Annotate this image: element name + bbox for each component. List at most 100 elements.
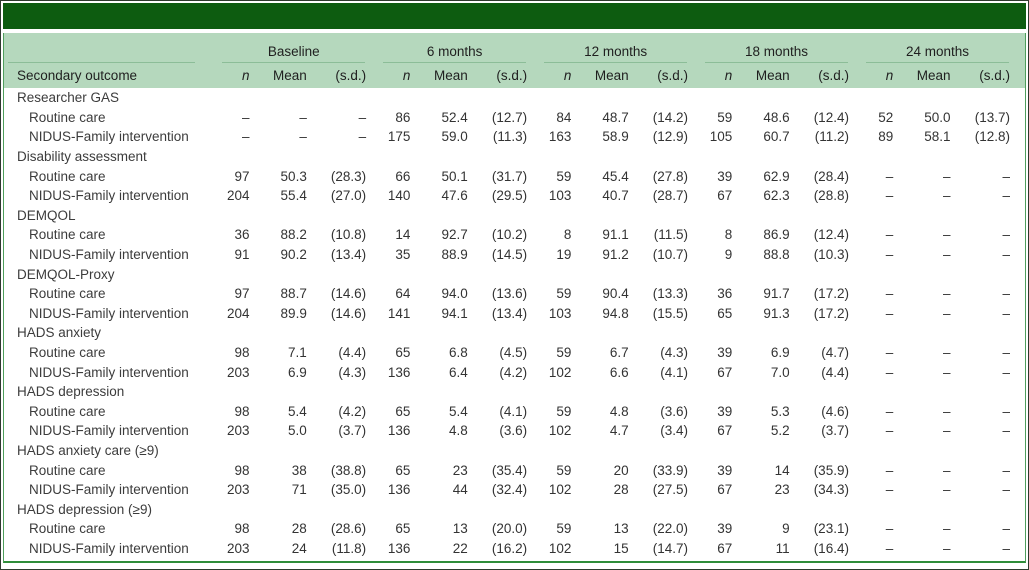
value-cell: – bbox=[943, 305, 951, 321]
value-cell: (33.9) bbox=[652, 462, 689, 478]
value-cell: (27.5) bbox=[652, 482, 689, 498]
table-row: NIDUS-Family intervention 203 71 (35.0) 136 4… bbox=[4, 480, 1025, 500]
column-group-18-months: 18 months bbox=[703, 33, 864, 63]
column-group-label: 12 months bbox=[544, 44, 688, 63]
value-cell: 203 bbox=[226, 364, 250, 380]
row-label: NIDUS-Family intervention bbox=[29, 423, 189, 439]
value-cell: 8 bbox=[724, 227, 733, 243]
value-cell: 47.6 bbox=[441, 188, 468, 204]
value-cell: 65 bbox=[395, 462, 411, 478]
row-label: NIDUS-Family intervention bbox=[29, 364, 189, 380]
section-row-researcher-gas: Researcher GAS bbox=[4, 88, 1025, 108]
value-cell: (13.7) bbox=[974, 109, 1010, 125]
value-cell: 136 bbox=[387, 423, 411, 439]
value-cell: (28.3) bbox=[330, 168, 367, 184]
value-cell: – bbox=[1002, 364, 1010, 380]
value-cell: 5.2 bbox=[770, 423, 790, 439]
value-cell: – bbox=[241, 109, 250, 125]
table-row: Routine care 98 7.1 (4.4) 65 6.8 (4.5) 59 6.7 (4.… bbox=[4, 343, 1025, 363]
row-label: Routine care bbox=[29, 403, 106, 419]
value-cell: (16.4) bbox=[813, 540, 849, 556]
value-cell: 58.1 bbox=[924, 129, 951, 145]
value-cell: 98 bbox=[234, 403, 250, 419]
value-cell: 59 bbox=[556, 345, 572, 361]
column-header-row: Secondary outcome n Mean (s.d.) n Mean (s.d.)… bbox=[4, 63, 1025, 88]
value-cell: – bbox=[358, 129, 367, 145]
value-cell: (13.4) bbox=[491, 305, 528, 321]
value-cell: 48.7 bbox=[602, 109, 629, 125]
value-cell: 136 bbox=[387, 364, 411, 380]
value-cell: 59 bbox=[556, 462, 572, 478]
6-months-n-header: n bbox=[381, 63, 426, 88]
row-label: Routine care bbox=[29, 521, 106, 537]
table-row: NIDUS-Family intervention 203 24 (11.8) 136 2… bbox=[4, 539, 1025, 559]
value-cell: (14.2) bbox=[652, 109, 689, 125]
value-cell: 28 bbox=[613, 482, 629, 498]
value-cell: – bbox=[943, 286, 951, 302]
value-cell: 97 bbox=[234, 168, 250, 184]
table-row: Routine care 98 28 (28.6) 65 13 (20.0) 59 13 (22.… bbox=[4, 519, 1025, 539]
value-cell: 36 bbox=[717, 286, 733, 302]
value-cell: 88.2 bbox=[280, 227, 307, 243]
value-cell: 88.9 bbox=[441, 247, 468, 263]
value-cell: 204 bbox=[226, 305, 250, 321]
18-months-mean-header: Mean bbox=[747, 63, 805, 88]
table-row: NIDUS-Family intervention 204 55.4 (27.0) 14… bbox=[4, 186, 1025, 206]
12-months-mean-header: Mean bbox=[586, 63, 644, 88]
value-cell: 67 bbox=[717, 423, 733, 439]
value-cell: 38 bbox=[291, 462, 307, 478]
18-months-n-header: n bbox=[703, 63, 748, 88]
value-cell: (28.8) bbox=[813, 188, 849, 204]
section-row-disability-assessment: Disability assessment bbox=[4, 147, 1025, 167]
value-cell: (23.1) bbox=[813, 521, 849, 537]
row-label: NIDUS-Family intervention bbox=[29, 247, 189, 263]
value-cell: 19 bbox=[556, 247, 572, 263]
column-group-label: 6 months bbox=[383, 44, 527, 63]
secondary-outcomes-table: Baseline 6 months 12 months 18 months 24 mon… bbox=[4, 33, 1025, 558]
value-cell: – bbox=[885, 188, 894, 204]
table-row: Routine care 97 50.3 (28.3) 66 50.1 (31.7) 59 45… bbox=[4, 166, 1025, 186]
value-cell: – bbox=[885, 423, 894, 439]
table-row: Routine care 98 5.4 (4.2) 65 5.4 (4.1) 59 4.8 (3.… bbox=[4, 402, 1025, 422]
value-cell: 92.7 bbox=[441, 227, 468, 243]
value-cell: – bbox=[943, 227, 951, 243]
value-cell: 62.3 bbox=[763, 188, 790, 204]
value-cell: – bbox=[1002, 521, 1010, 537]
value-cell: 94.1 bbox=[441, 305, 468, 321]
column-group-label: 24 months bbox=[865, 44, 1009, 63]
value-cell: 203 bbox=[226, 540, 250, 556]
value-cell: (12.7) bbox=[491, 109, 528, 125]
section-row-demqol-proxy: DEMQOL-Proxy bbox=[4, 264, 1025, 284]
value-cell: 39 bbox=[717, 403, 733, 419]
value-cell: – bbox=[943, 345, 951, 361]
value-cell: 6.9 bbox=[770, 345, 790, 361]
value-cell: 5.4 bbox=[288, 403, 307, 419]
value-cell: – bbox=[943, 423, 951, 439]
value-cell: (10.2) bbox=[491, 227, 528, 243]
timepoint-group-header-row: Baseline 6 months 12 months 18 months 24 mon… bbox=[4, 33, 1025, 63]
section-label: HADS depression bbox=[17, 384, 125, 400]
value-cell: (3.6) bbox=[660, 403, 689, 419]
value-cell: 59 bbox=[556, 168, 572, 184]
value-cell: – bbox=[1002, 227, 1010, 243]
value-cell: – bbox=[1002, 482, 1010, 498]
section-row-hads-depression: HADS depression bbox=[4, 382, 1025, 402]
value-cell: – bbox=[885, 482, 894, 498]
column-group-12-months: 12 months bbox=[542, 33, 704, 63]
value-cell: 5.3 bbox=[770, 403, 790, 419]
value-cell: 50.3 bbox=[280, 168, 307, 184]
value-cell: 5.4 bbox=[448, 403, 468, 419]
value-cell: 203 bbox=[226, 482, 250, 498]
value-cell: 5.0 bbox=[288, 423, 307, 439]
section-label: DEMQOL bbox=[17, 207, 76, 223]
value-cell: – bbox=[885, 345, 894, 361]
value-cell: 6.9 bbox=[288, 364, 307, 380]
value-cell: – bbox=[943, 521, 951, 537]
value-cell: 88.7 bbox=[280, 286, 307, 302]
baseline-n-header: n bbox=[220, 63, 265, 88]
table-row: Routine care 98 38 (38.8) 65 23 (35.4) 59 20 (33.… bbox=[4, 460, 1025, 480]
value-cell: (13.6) bbox=[491, 286, 528, 302]
value-cell: 203 bbox=[226, 423, 250, 439]
value-cell: – bbox=[1002, 345, 1010, 361]
title-header-divider bbox=[3, 29, 1026, 33]
